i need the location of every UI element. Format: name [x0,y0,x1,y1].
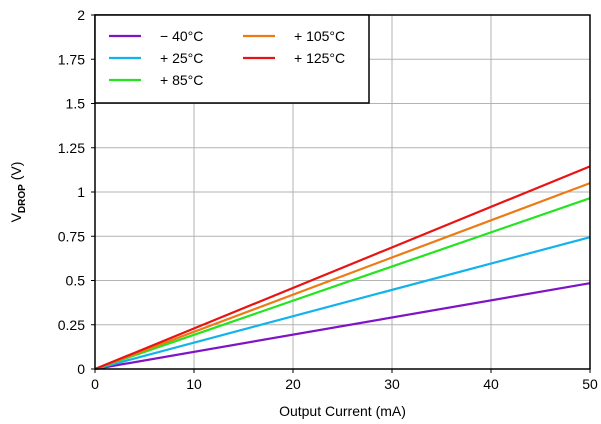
x-tick-label: 50 [582,376,598,392]
x-tick-label: 10 [186,376,202,392]
series-line-4 [94,165,591,371]
legend-label: − 40°C [160,28,203,44]
series-lines [94,165,591,371]
legend-label: + 105°C [294,28,345,44]
legend: − 40°C + 25°C + 85°C + 105°C + 125°C [94,14,370,104]
y-tick-label: 0.75 [58,228,85,244]
x-axis-ticks: 0 10 20 30 40 50 [91,369,598,392]
y-tick-label: 1.75 [58,51,85,67]
series-line-1 [94,236,591,371]
legend-label: + 85°C [160,72,203,88]
series-line-3 [94,182,591,371]
legend-label: + 25°C [160,50,203,66]
x-tick-label: 30 [384,376,400,392]
y-axis-label-main: V [8,212,24,222]
y-tick-label: 0 [77,361,85,377]
x-tick-label: 40 [483,376,499,392]
y-tick-label: 1 [77,184,85,200]
x-axis-label: Output Current (mA) [279,403,406,419]
y-tick-label: 1.25 [58,140,85,156]
x-tick-label: 0 [91,376,99,392]
x-tick-label: 20 [285,376,301,392]
y-axis-ticks: 0 0.25 0.5 0.75 1 1.25 1.5 1.75 2 [58,7,95,377]
y-axis-label: VDROP (V) [8,162,28,223]
series-line-2 [94,197,591,371]
y-tick-label: 0.5 [66,273,86,289]
legend-label: + 125°C [294,50,345,66]
y-tick-label: 0.25 [58,317,85,333]
y-axis-label-subscript: DROP [17,184,28,213]
y-tick-label: 1.5 [66,96,86,112]
y-tick-label: 2 [77,7,85,23]
y-axis-label-unit: (V) [8,162,24,185]
series-line-0 [94,282,591,371]
